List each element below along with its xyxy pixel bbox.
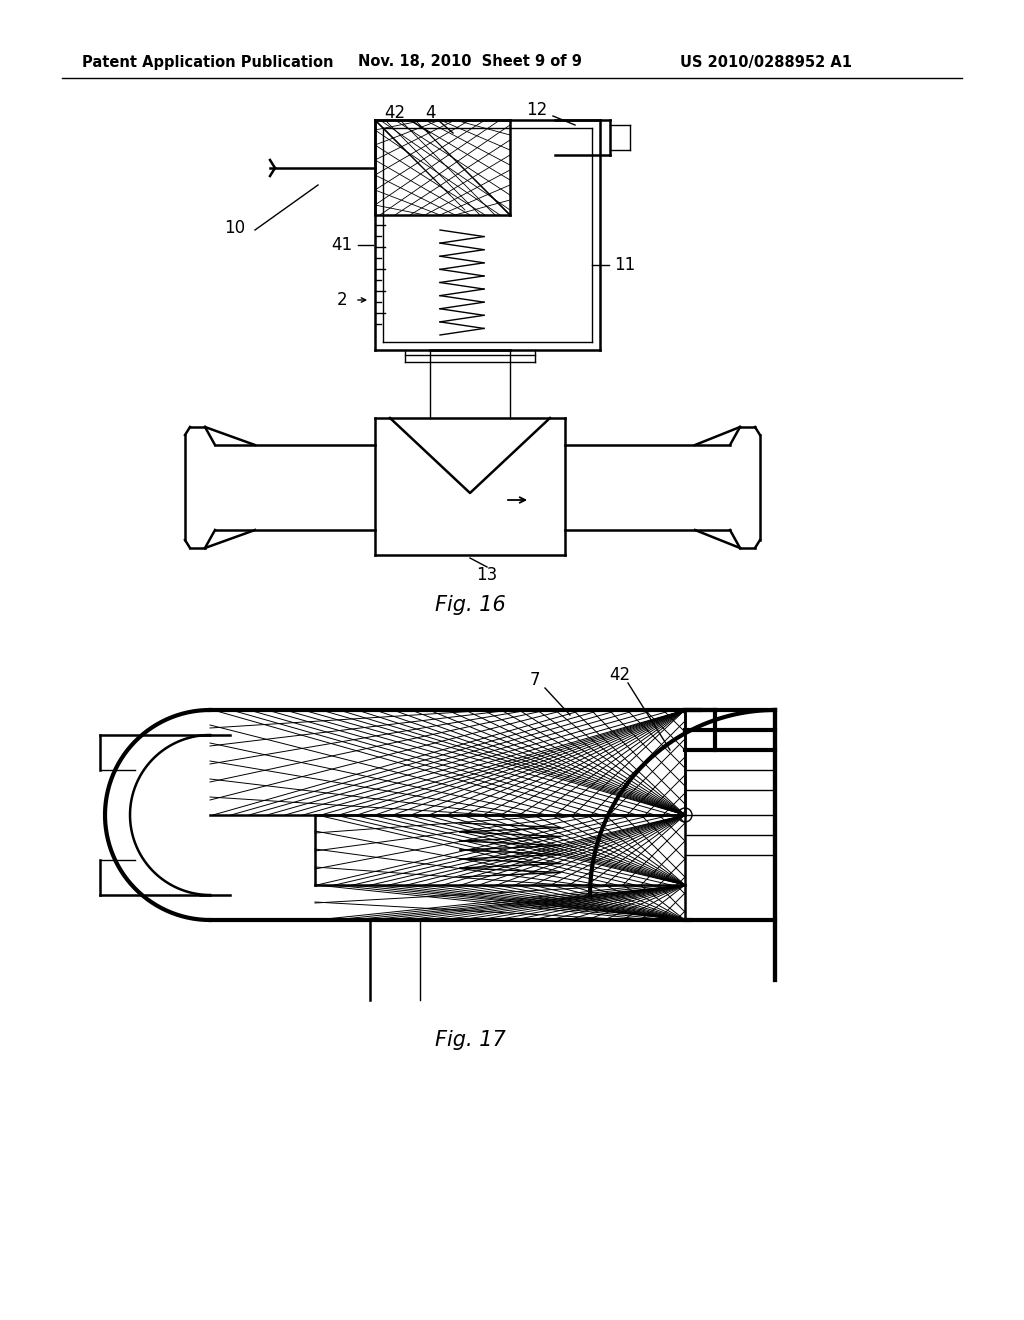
Text: Patent Application Publication: Patent Application Publication: [82, 54, 334, 70]
Text: Fig. 16: Fig. 16: [434, 595, 506, 615]
Text: 13: 13: [476, 566, 498, 583]
Text: Fig. 17: Fig. 17: [434, 1030, 506, 1049]
Text: 42: 42: [384, 104, 406, 121]
Text: 12: 12: [526, 102, 548, 119]
Text: 11: 11: [614, 256, 636, 275]
Text: 4: 4: [425, 104, 435, 121]
Text: 10: 10: [224, 219, 246, 238]
Text: 7: 7: [529, 671, 541, 689]
Text: 2: 2: [337, 290, 347, 309]
Text: Nov. 18, 2010  Sheet 9 of 9: Nov. 18, 2010 Sheet 9 of 9: [358, 54, 582, 70]
Text: 41: 41: [332, 236, 352, 253]
Text: US 2010/0288952 A1: US 2010/0288952 A1: [680, 54, 852, 70]
Text: 42: 42: [609, 667, 631, 684]
